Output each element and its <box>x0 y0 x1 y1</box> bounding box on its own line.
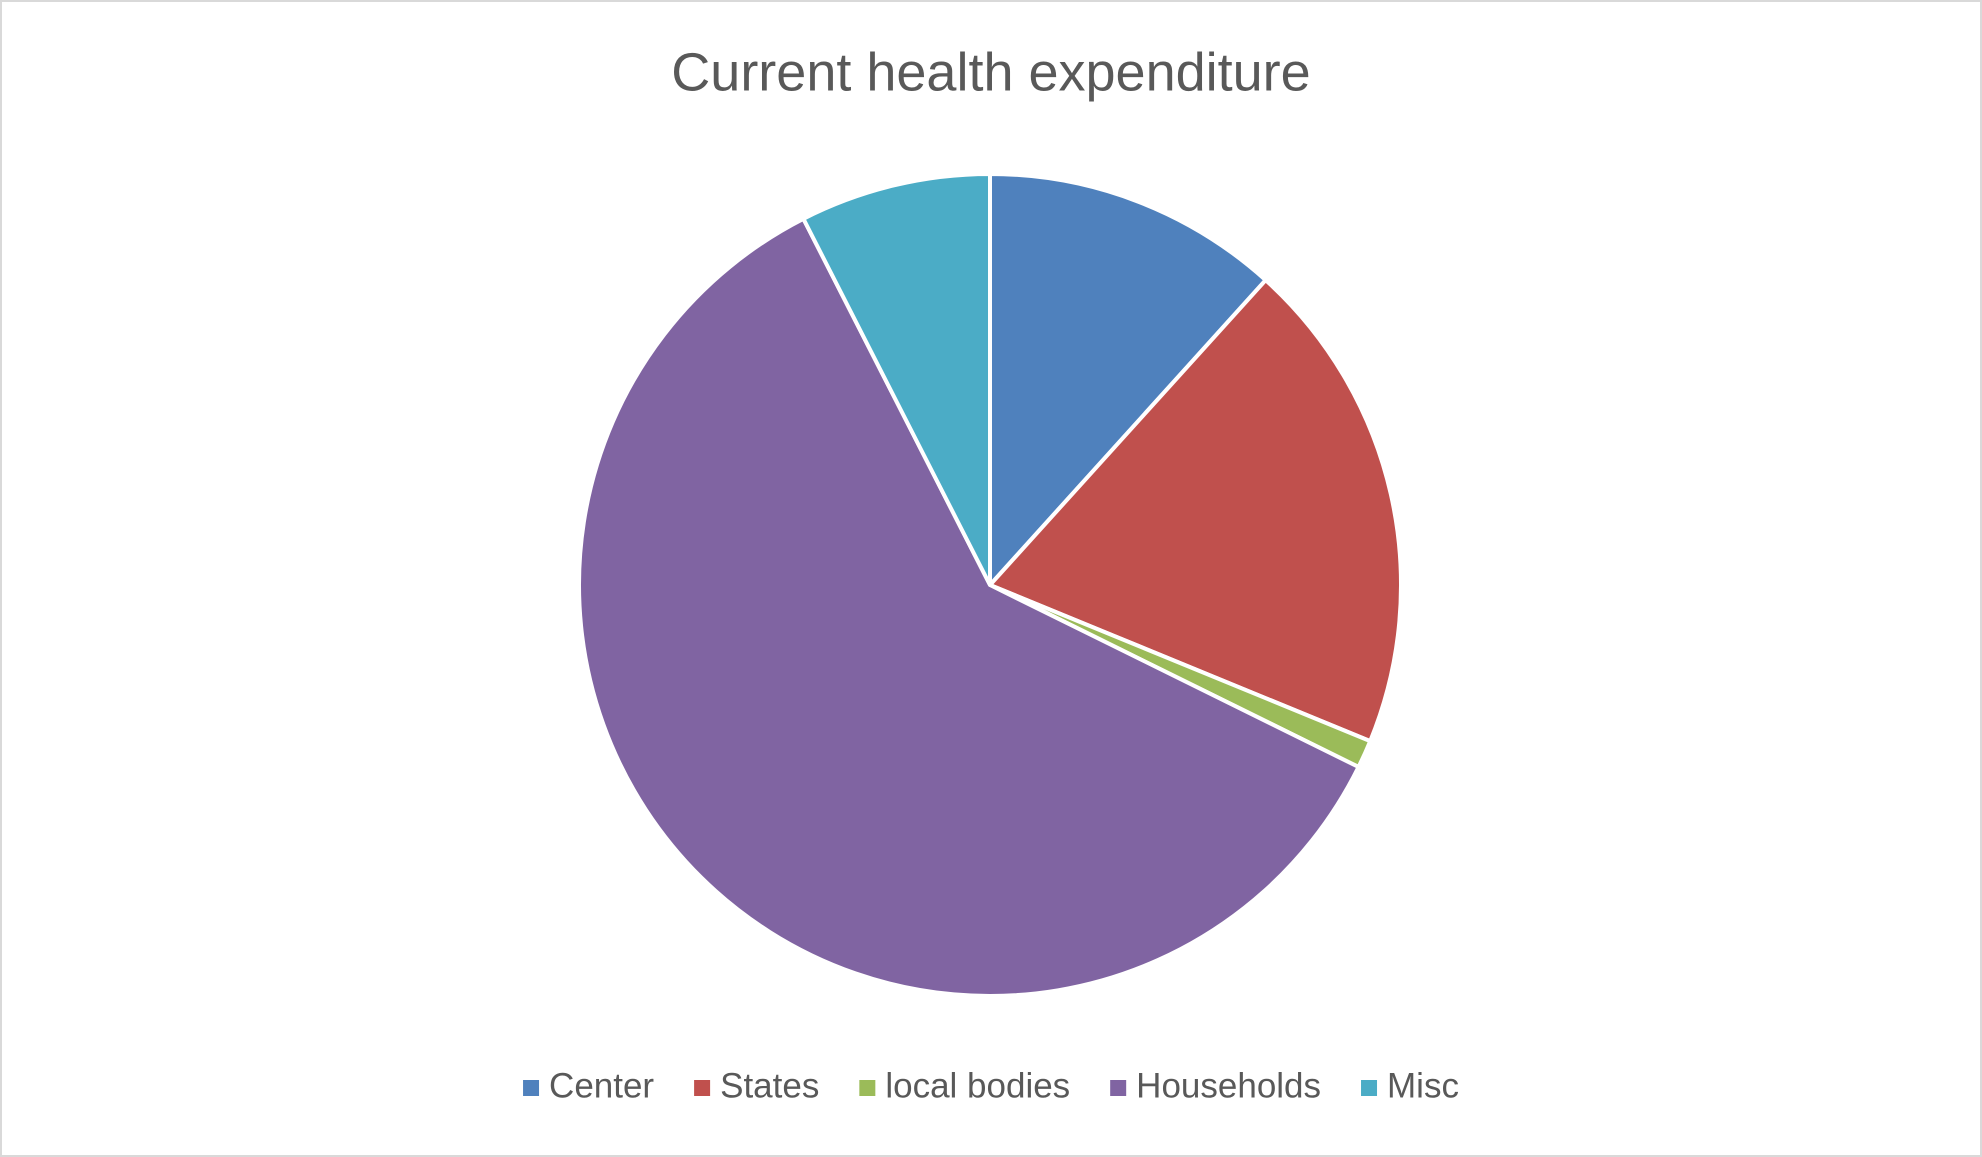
legend-swatch <box>1361 1080 1378 1096</box>
legend-swatch <box>694 1080 711 1096</box>
pie-slice <box>801 172 992 587</box>
legend-label: States <box>720 1066 819 1105</box>
legend: Center States local bodies Households Misc <box>523 1066 1459 1105</box>
legend-swatch <box>523 1080 540 1096</box>
legend-label: Households <box>1136 1066 1321 1105</box>
legend-label: Misc <box>1387 1066 1459 1105</box>
chart-title: Current health expenditure <box>671 42 1310 102</box>
pie-slice <box>988 172 1268 587</box>
pie-slice <box>577 216 1361 998</box>
legend-label: local bodies <box>885 1066 1070 1105</box>
legend-swatch <box>859 1080 876 1096</box>
legend-swatch <box>1110 1080 1127 1096</box>
legend-label: Center <box>549 1066 654 1105</box>
